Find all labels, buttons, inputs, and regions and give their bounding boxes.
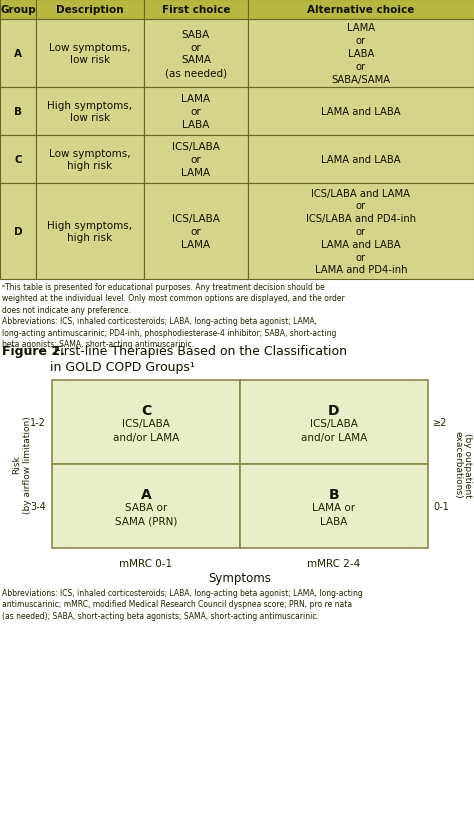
Text: Alternative choice: Alternative choice — [307, 5, 415, 15]
Bar — [248, 0, 474, 20]
Text: High symptoms,
high risk: High symptoms, high risk — [47, 220, 133, 243]
Bar — [248, 20, 474, 88]
Bar — [144, 20, 248, 88]
Text: Description: Description — [56, 5, 124, 15]
Bar — [248, 136, 474, 184]
Bar — [0, 184, 36, 280]
Bar — [52, 380, 240, 465]
Bar — [0, 136, 36, 184]
Text: mMRC 0-1: mMRC 0-1 — [119, 558, 173, 568]
Bar — [240, 380, 428, 465]
Bar — [144, 184, 248, 280]
Text: B: B — [14, 107, 22, 117]
Text: ICS/LABA
or
LAMA: ICS/LABA or LAMA — [172, 214, 220, 250]
Text: ᵃThis table is presented for educational purposes. Any treatment decision should: ᵃThis table is presented for educational… — [2, 283, 345, 349]
Bar — [0, 0, 36, 20]
Text: Risk
(by airflow limitation): Risk (by airflow limitation) — [12, 416, 32, 514]
Text: LAMA and LABA: LAMA and LABA — [321, 155, 401, 165]
Text: LAMA or
LABA: LAMA or LABA — [312, 503, 356, 526]
Text: ≥2: ≥2 — [433, 418, 447, 428]
Text: LAMA and LABA: LAMA and LABA — [321, 107, 401, 117]
Bar — [36, 88, 144, 136]
Text: SABA or
SAMA (PRN): SABA or SAMA (PRN) — [115, 503, 177, 526]
Text: LAMA
or
LABA: LAMA or LABA — [182, 94, 210, 130]
Text: 1-2: 1-2 — [30, 418, 46, 428]
Text: ICS/LABA and LAMA
or
ICS/LABA and PD4-inh
or
LAMA and LABA
or
LAMA and PD4-inh: ICS/LABA and LAMA or ICS/LABA and PD4-in… — [306, 189, 416, 275]
Text: C: C — [14, 155, 22, 165]
Text: ICS/LABA
and/or LAMA: ICS/LABA and/or LAMA — [113, 419, 179, 442]
Text: ICS/LABA
and/or LAMA: ICS/LABA and/or LAMA — [301, 419, 367, 442]
Text: 3-4: 3-4 — [30, 501, 46, 511]
Bar — [240, 465, 428, 548]
Text: First-line Therapies Based on the Classification
in GOLD COPD Groups¹: First-line Therapies Based on the Classi… — [50, 345, 347, 374]
Bar — [36, 136, 144, 184]
Bar — [144, 0, 248, 20]
Bar — [52, 465, 240, 548]
Text: Low symptoms,
high risk: Low symptoms, high risk — [49, 148, 131, 171]
Text: First choice: First choice — [162, 5, 230, 15]
Bar — [0, 20, 36, 88]
Bar — [144, 88, 248, 136]
Bar — [0, 88, 36, 136]
Text: A: A — [141, 487, 151, 501]
Text: A: A — [14, 49, 22, 59]
Bar — [36, 20, 144, 88]
Text: D: D — [328, 404, 340, 418]
Bar — [144, 136, 248, 184]
Text: Abbreviations: ICS, inhaled corticosteroids; LABA, long-acting beta agonist; LAM: Abbreviations: ICS, inhaled corticostero… — [2, 588, 363, 620]
Text: Low symptoms,
low risk: Low symptoms, low risk — [49, 42, 131, 65]
Text: Risk
(by outpatient
exacerbations): Risk (by outpatient exacerbations) — [453, 431, 474, 498]
Text: LAMA
or
LABA
or
SABA/SAMA: LAMA or LABA or SABA/SAMA — [331, 23, 391, 84]
Text: SABA
or
SAMA
(as needed): SABA or SAMA (as needed) — [165, 30, 227, 78]
Text: Group: Group — [0, 5, 36, 15]
Text: Figure 2.: Figure 2. — [2, 345, 65, 357]
Text: D: D — [14, 227, 22, 237]
Bar — [248, 88, 474, 136]
Text: Symptoms: Symptoms — [209, 571, 272, 585]
Text: B: B — [328, 487, 339, 501]
Text: High symptoms,
low risk: High symptoms, low risk — [47, 100, 133, 123]
Bar — [248, 184, 474, 280]
Text: 0-1: 0-1 — [433, 501, 449, 511]
Bar — [36, 184, 144, 280]
Text: mMRC 2-4: mMRC 2-4 — [307, 558, 361, 568]
Bar — [36, 0, 144, 20]
Text: C: C — [141, 404, 151, 418]
Text: ICS/LABA
or
LAMA: ICS/LABA or LAMA — [172, 142, 220, 178]
